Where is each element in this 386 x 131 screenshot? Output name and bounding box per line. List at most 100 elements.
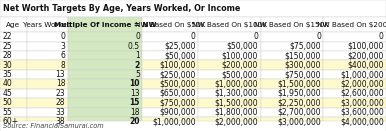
Text: $2,250,000: $2,250,000: [278, 98, 321, 107]
Bar: [0, 32, 27, 42]
Bar: [142, 42, 198, 51]
Text: 0: 0: [135, 32, 140, 41]
Text: $2,600,000: $2,600,000: [340, 89, 384, 98]
Text: Multiple Of Income = NW: Multiple Of Income = NW: [54, 22, 156, 28]
Bar: [323, 79, 386, 89]
Text: $200,000: $200,000: [222, 61, 258, 70]
Bar: [261, 17, 323, 32]
Bar: [68, 60, 142, 70]
Bar: [261, 70, 323, 79]
Bar: [27, 51, 68, 60]
Bar: [261, 117, 323, 126]
Bar: [323, 51, 386, 60]
Text: $650,000: $650,000: [159, 89, 195, 98]
Text: 28: 28: [2, 51, 12, 60]
Bar: [27, 32, 68, 42]
Text: $1,000,000: $1,000,000: [340, 70, 384, 79]
Text: 0.5: 0.5: [128, 42, 140, 51]
Text: $1,950,000: $1,950,000: [277, 89, 321, 98]
Bar: [261, 60, 323, 70]
Bar: [261, 79, 323, 89]
Bar: [198, 98, 261, 108]
Text: 22: 22: [2, 32, 12, 41]
Bar: [198, 42, 261, 51]
Text: 8: 8: [61, 61, 65, 70]
Bar: [323, 60, 386, 70]
Text: 13: 13: [130, 89, 140, 98]
Bar: [68, 89, 142, 98]
Text: $250,000: $250,000: [159, 70, 195, 79]
Bar: [142, 89, 198, 98]
Bar: [198, 70, 261, 79]
Bar: [0, 70, 27, 79]
Bar: [27, 98, 68, 108]
Bar: [0, 51, 27, 60]
Text: 0: 0: [379, 32, 384, 41]
Text: $2,000,000: $2,000,000: [215, 117, 258, 126]
Bar: [142, 117, 198, 126]
Bar: [0, 121, 386, 131]
Bar: [323, 42, 386, 51]
Text: Net Worth Targets By Age, Years Worked, Or Income: Net Worth Targets By Age, Years Worked, …: [3, 4, 240, 13]
Text: 55: 55: [2, 108, 12, 117]
Text: 40: 40: [2, 80, 12, 88]
Bar: [0, 79, 27, 89]
Bar: [68, 17, 142, 32]
Bar: [0, 117, 27, 126]
Text: Years Worked: Years Worked: [23, 22, 71, 28]
Bar: [0, 0, 386, 17]
Text: 23: 23: [56, 89, 65, 98]
Text: Age: Age: [6, 22, 20, 28]
Text: $1,800,000: $1,800,000: [215, 108, 258, 117]
Bar: [68, 32, 142, 42]
Bar: [261, 108, 323, 117]
Bar: [323, 89, 386, 98]
Text: $50,000: $50,000: [227, 42, 258, 51]
Text: $75,000: $75,000: [290, 42, 321, 51]
Bar: [323, 70, 386, 79]
Text: $1,300,000: $1,300,000: [215, 89, 258, 98]
Text: $1,000,000: $1,000,000: [152, 117, 195, 126]
Bar: [68, 70, 142, 79]
Text: 30: 30: [2, 61, 12, 70]
Text: $1,000,000: $1,000,000: [215, 80, 258, 88]
Text: $750,000: $750,000: [159, 98, 195, 107]
Text: 10: 10: [130, 80, 140, 88]
Text: 50: 50: [2, 98, 12, 107]
Text: 18: 18: [130, 108, 140, 117]
Bar: [27, 89, 68, 98]
Bar: [323, 117, 386, 126]
Text: $3,000,000: $3,000,000: [340, 98, 384, 107]
Bar: [27, 117, 68, 126]
Text: 0: 0: [60, 32, 65, 41]
Text: 13: 13: [56, 70, 65, 79]
Bar: [323, 32, 386, 42]
Bar: [261, 42, 323, 51]
Bar: [198, 32, 261, 42]
Text: $100,000: $100,000: [222, 51, 258, 60]
Text: $100,000: $100,000: [159, 61, 195, 70]
Text: 35: 35: [2, 70, 12, 79]
Text: 1: 1: [135, 51, 140, 60]
Bar: [68, 42, 142, 51]
Text: $1,500,000: $1,500,000: [277, 80, 321, 88]
Bar: [0, 98, 27, 108]
Text: 3: 3: [60, 42, 65, 51]
Text: 20: 20: [130, 117, 140, 126]
Bar: [142, 51, 198, 60]
Bar: [261, 51, 323, 60]
Text: $25,000: $25,000: [164, 42, 195, 51]
Bar: [198, 51, 261, 60]
Text: 6: 6: [60, 51, 65, 60]
Bar: [142, 79, 198, 89]
Bar: [261, 89, 323, 98]
Text: $500,000: $500,000: [159, 80, 195, 88]
Bar: [323, 17, 386, 32]
Text: $2,700,000: $2,700,000: [277, 108, 321, 117]
Bar: [0, 17, 27, 32]
Bar: [261, 32, 323, 42]
Bar: [27, 17, 68, 32]
Text: $3,600,000: $3,600,000: [340, 108, 384, 117]
Text: 38: 38: [56, 117, 65, 126]
Bar: [142, 108, 198, 117]
